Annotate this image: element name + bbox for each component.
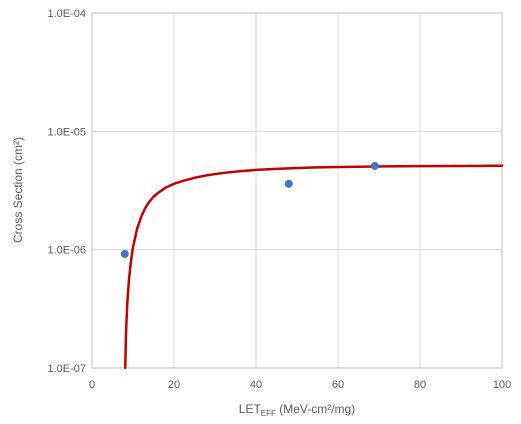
data-point [120, 249, 129, 258]
fit-curve [123, 164, 504, 370]
x-axis-title-suffix: (MeV-cm²/mg) [276, 402, 355, 416]
y-tick-label: 1.0E-05 [47, 126, 86, 138]
plot-area-border [91, 12, 503, 369]
x-axis-ticks: 0 20 40 60 80 100 [89, 379, 511, 391]
x-axis-title-base: LET [239, 402, 262, 416]
y-axis-title: Cross Section (cm²) [11, 137, 25, 243]
x-axis-title-subscript: EFF [261, 409, 276, 418]
x-tick-label: 60 [332, 379, 344, 391]
y-tick-label: 1.0E-04 [47, 8, 86, 20]
gridlines [91, 12, 503, 369]
data-point [284, 179, 293, 188]
x-tick-label: 100 [493, 379, 511, 391]
series [120, 161, 504, 370]
x-tick-label: 80 [414, 379, 426, 391]
y-tick-label: 1.0E-06 [47, 245, 86, 257]
x-tick-label: 20 [168, 379, 180, 391]
data-point [370, 161, 379, 170]
x-tick-label: 0 [89, 379, 95, 391]
x-axis-title: LETEFF (MeV-cm²/mg) [239, 402, 355, 418]
y-tick-label: 1.0E-07 [47, 363, 86, 375]
y-axis-ticks: 1.0E-07 1.0E-06 1.0E-05 1.0E-04 [47, 8, 86, 375]
x-tick-label: 40 [250, 379, 262, 391]
